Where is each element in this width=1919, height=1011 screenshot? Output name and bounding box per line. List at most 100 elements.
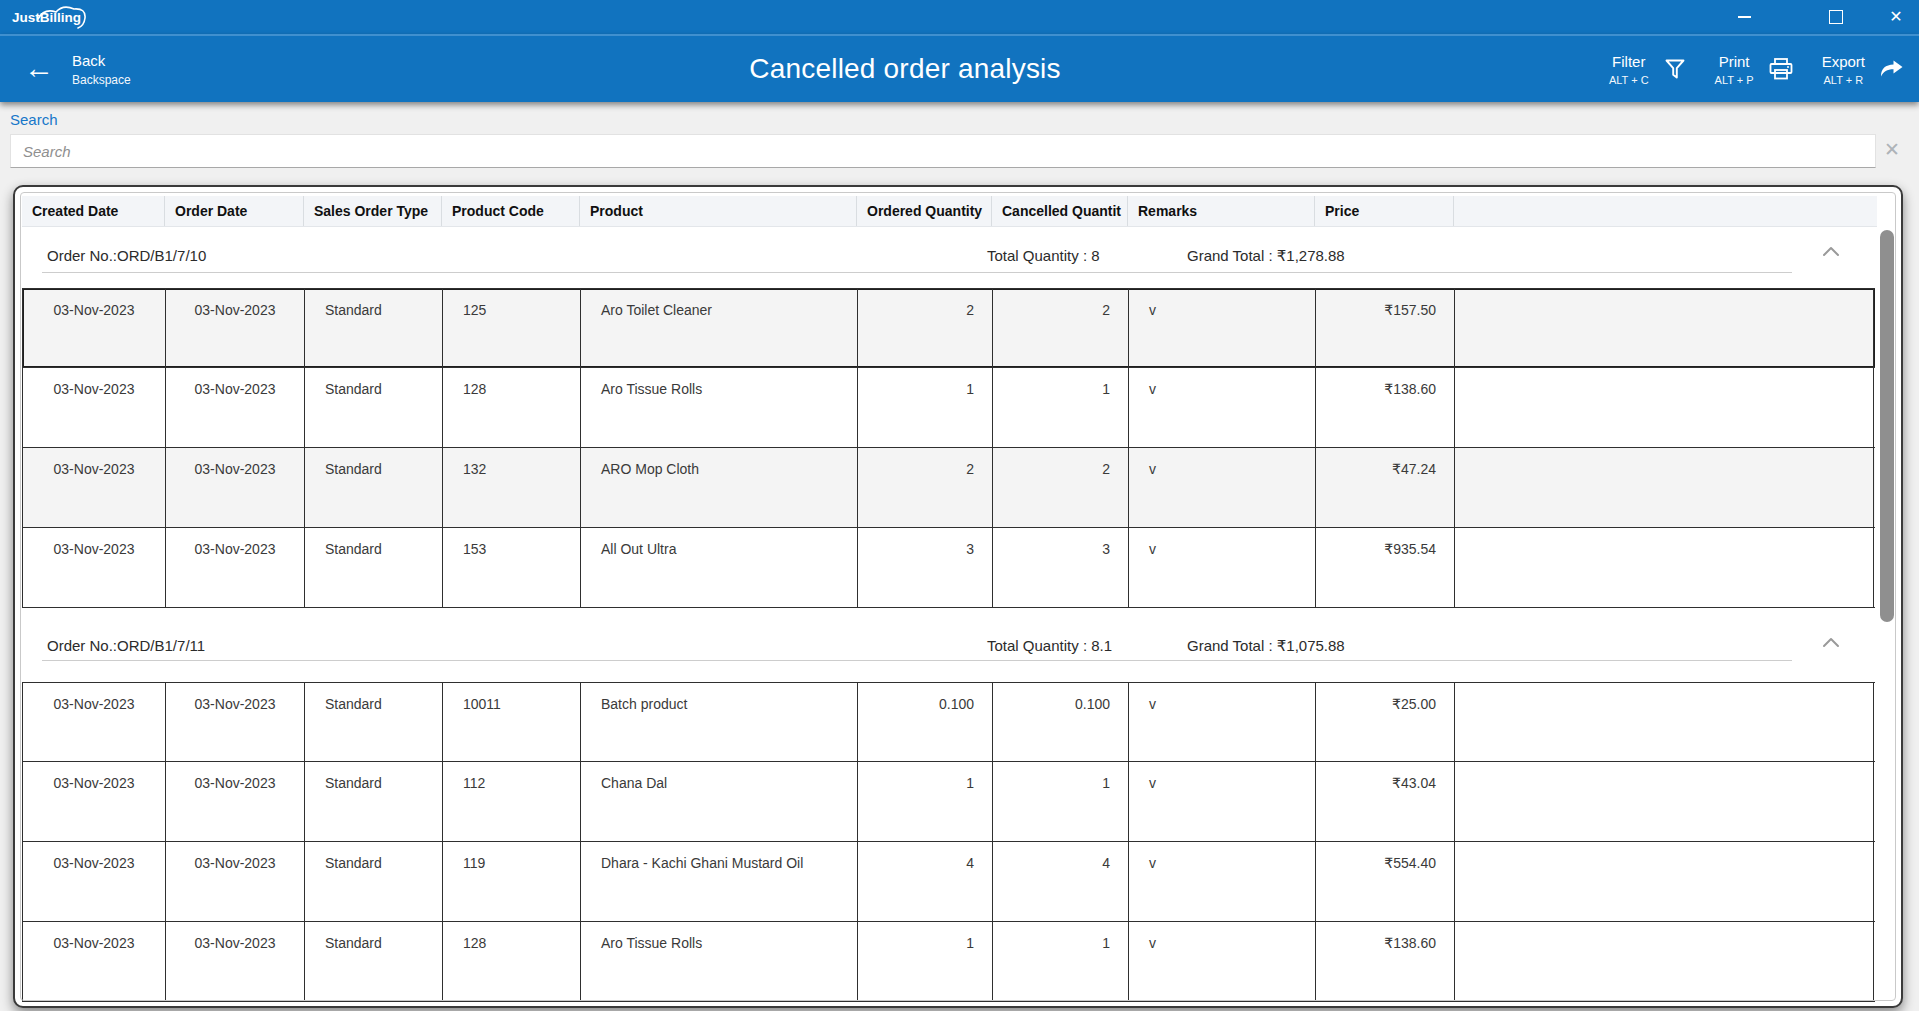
collapse-group-button[interactable] <box>1820 243 1842 262</box>
column-header-filler <box>1454 196 1877 226</box>
window-titlebar: JustBilling ✕ <box>0 0 1919 34</box>
minimize-button[interactable] <box>1721 0 1767 34</box>
cell-sales_order_type: Standard <box>305 842 443 921</box>
column-header-product: Product <box>580 196 857 226</box>
maximize-button[interactable] <box>1813 0 1859 34</box>
cell-remarks: v <box>1129 528 1316 607</box>
filter-button[interactable]: Filter ALT + C <box>1609 53 1687 86</box>
cell-sales_order_type: Standard <box>305 683 443 761</box>
cell-product: Dhara - Kachi Ghani Mustard Oil <box>581 842 858 921</box>
print-icon <box>1768 57 1794 81</box>
cell-product: Aro Tissue Rolls <box>581 368 858 447</box>
cell-sales_order_type: Standard <box>305 528 443 607</box>
cell-product_code: 153 <box>443 528 581 607</box>
cell-created_date: 03-Nov-2023 <box>23 683 166 761</box>
print-button[interactable]: Print ALT + P <box>1715 53 1794 86</box>
table-row[interactable]: 03-Nov-202303-Nov-2023Standard153All Out… <box>22 528 1875 608</box>
cell-ordered_qty: 2 <box>858 289 993 367</box>
cell-product_code: 128 <box>443 922 581 1001</box>
cell-remarks: v <box>1129 922 1316 1001</box>
cell-filler <box>1455 448 1874 527</box>
back-button[interactable]: ← Back Backspace <box>24 52 131 87</box>
cell-price: ₹25.00 <box>1316 683 1455 761</box>
cell-order_date: 03-Nov-2023 <box>166 762 305 841</box>
close-button[interactable]: ✕ <box>1873 0 1919 34</box>
chevron-up-icon <box>1822 637 1840 648</box>
cell-cancelled_qty: 1 <box>993 762 1129 841</box>
grand-total: Grand Total : ₹1,278.88 <box>1187 247 1345 265</box>
cell-filler <box>1455 289 1874 367</box>
cell-product: All Out Ultra <box>581 528 858 607</box>
search-section: Search ✕ <box>0 102 1919 187</box>
cell-product_code: 10011 <box>443 683 581 761</box>
order-number: Order No.:ORD/B1/7/10 <box>47 247 206 264</box>
order-group-header: Order No.:ORD/B1/7/10 Total Quantity : 8 G… <box>22 226 1882 288</box>
search-input[interactable] <box>10 134 1876 168</box>
export-label: Export <box>1822 53 1865 70</box>
collapse-group-button[interactable] <box>1820 634 1842 653</box>
cell-price: ₹935.54 <box>1316 528 1455 607</box>
table-row[interactable]: 03-Nov-202303-Nov-2023Standard128Aro Tis… <box>22 368 1875 448</box>
table-row[interactable]: 03-Nov-202303-Nov-2023Standard112Chana D… <box>22 762 1875 842</box>
cell-created_date: 03-Nov-2023 <box>23 842 166 921</box>
table-row[interactable]: 03-Nov-202303-Nov-2023Standard125Aro Toi… <box>22 288 1875 368</box>
column-header-created_date: Created Date <box>22 196 165 226</box>
cell-filler <box>1455 368 1874 447</box>
order-number: Order No.:ORD/B1/7/11 <box>47 637 205 654</box>
table-row[interactable]: 03-Nov-202303-Nov-2023Standard128Aro Tis… <box>22 922 1875 1002</box>
order-group: Order No.:ORD/B1/7/10 Total Quantity : 8 G… <box>22 226 1882 608</box>
cell-sales_order_type: Standard <box>305 289 443 367</box>
table-row[interactable]: 03-Nov-202303-Nov-2023Standard119Dhara -… <box>22 842 1875 922</box>
cell-price: ₹43.04 <box>1316 762 1455 841</box>
order-group: Order No.:ORD/B1/7/11 Total Quantity : 8.… <box>22 626 1882 1002</box>
cell-product_code: 128 <box>443 368 581 447</box>
table-row[interactable]: 03-Nov-202303-Nov-2023Standard132ARO Mop… <box>22 448 1875 528</box>
cell-cancelled_qty: 0.100 <box>993 683 1129 761</box>
cell-order_date: 03-Nov-2023 <box>166 368 305 447</box>
cell-product_code: 112 <box>443 762 581 841</box>
column-header-cancelled_qty: Cancelled Quantit <box>992 196 1128 226</box>
back-label: Back <box>72 52 131 69</box>
cell-price: ₹157.50 <box>1316 289 1455 367</box>
page-title: Cancelled order analysis <box>749 53 1060 85</box>
cell-ordered_qty: 1 <box>858 922 993 1001</box>
window-controls: ✕ <box>1721 0 1919 34</box>
total-quantity: Total Quantity : 8 <box>987 247 1100 264</box>
cell-filler <box>1455 528 1874 607</box>
cell-remarks: v <box>1129 448 1316 527</box>
cell-cancelled_qty: 1 <box>993 922 1129 1001</box>
table-row[interactable]: 03-Nov-202303-Nov-2023Standard10011Batch… <box>22 682 1875 762</box>
cell-sales_order_type: Standard <box>305 762 443 841</box>
export-button[interactable]: Export ALT + R <box>1822 53 1905 86</box>
cell-ordered_qty: 3 <box>858 528 993 607</box>
cell-created_date: 03-Nov-2023 <box>23 368 166 447</box>
column-header-price: Price <box>1315 196 1454 226</box>
cell-product_code: 132 <box>443 448 581 527</box>
cell-filler <box>1455 842 1874 921</box>
cell-order_date: 03-Nov-2023 <box>166 528 305 607</box>
total-quantity: Total Quantity : 8.1 <box>987 637 1112 654</box>
cell-cancelled_qty: 2 <box>993 448 1129 527</box>
vertical-scrollbar[interactable] <box>1880 230 1894 622</box>
cell-remarks: v <box>1129 762 1316 841</box>
chevron-up-icon <box>1822 246 1840 257</box>
cell-order_date: 03-Nov-2023 <box>166 683 305 761</box>
cell-price: ₹47.24 <box>1316 448 1455 527</box>
cell-sales_order_type: Standard <box>305 922 443 1001</box>
app-logo: JustBilling <box>12 10 95 25</box>
filter-icon <box>1663 57 1687 81</box>
cell-ordered_qty: 2 <box>858 448 993 527</box>
cancelled-orders-table: Created DateOrder DateSales Order TypePr… <box>13 185 1903 1008</box>
cell-price: ₹138.60 <box>1316 922 1455 1001</box>
cell-filler <box>1455 922 1874 1001</box>
print-shortcut: ALT + P <box>1715 74 1754 86</box>
cell-cancelled_qty: 3 <box>993 528 1129 607</box>
grand-total: Grand Total : ₹1,075.88 <box>1187 637 1345 655</box>
page-header: ← Back Backspace Cancelled order analysi… <box>0 34 1919 102</box>
cell-order_date: 03-Nov-2023 <box>166 448 305 527</box>
cell-price: ₹554.40 <box>1316 842 1455 921</box>
column-header-order_date: Order Date <box>165 196 304 226</box>
order-group-header: Order No.:ORD/B1/7/11 Total Quantity : 8.… <box>22 626 1882 682</box>
clear-search-icon[interactable]: ✕ <box>1884 140 1900 159</box>
export-shortcut: ALT + R <box>1824 74 1864 86</box>
